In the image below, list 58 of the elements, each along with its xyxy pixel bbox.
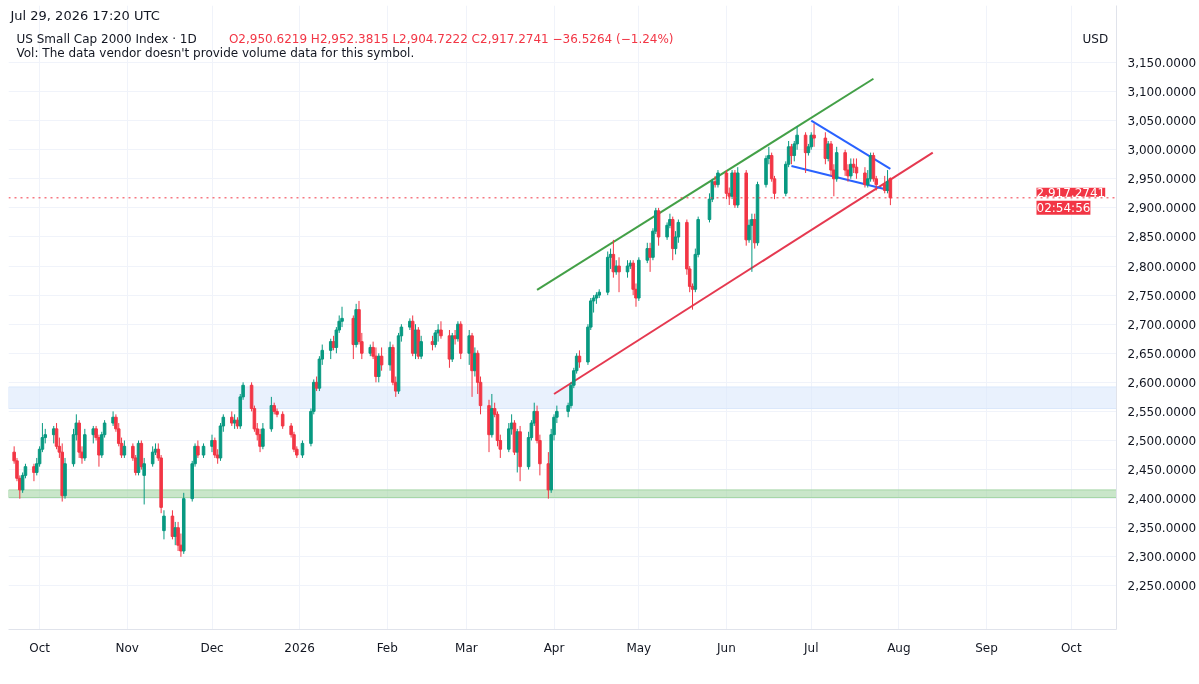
x-tick-label: Apr [543, 640, 565, 655]
candlestick [261, 422, 265, 450]
x-tick-label: Jul [803, 640, 819, 655]
y-tick-label: 2,700.0000 [1127, 317, 1197, 332]
candlestick [139, 440, 144, 471]
x-tick-label: May [626, 640, 652, 655]
x-tick-label: Jun [716, 640, 736, 655]
y-tick-label: 2,650.0000 [1127, 346, 1197, 361]
candlestick [196, 440, 200, 459]
candlestick [439, 320, 443, 340]
annotation: Vol: The data vendor doesn't provide volume data for this symbol. [16, 45, 415, 60]
candlestick [83, 428, 87, 462]
y-tick-label: 2,400.0000 [1127, 492, 1197, 507]
candlestick [713, 175, 717, 189]
y-tick-label: 2,550.0000 [1127, 404, 1197, 419]
candlestick [379, 346, 384, 372]
y-tick-label: 2,900.0000 [1127, 201, 1197, 216]
text: US Small Cap 2000 Index · 1D [16, 31, 197, 46]
y-tick-label: 3,000.0000 [1127, 143, 1197, 158]
x-tick-label: Aug [887, 640, 911, 655]
y-tick-label: 3,050.0000 [1127, 114, 1197, 129]
candlestick [162, 509, 166, 540]
x-tick-label: Nov [115, 640, 139, 655]
annotation: Jul 29, 2026 17:20 UTC [9, 7, 160, 23]
y-tick-label: 3,150.0000 [1127, 55, 1197, 70]
y-tick-label: 2,600.0000 [1127, 375, 1197, 390]
x-tick-label: Sep [975, 640, 998, 655]
x-tick-label: Feb [376, 640, 398, 655]
candlestick [150, 445, 155, 468]
candlestick [453, 329, 457, 346]
candlestick [210, 434, 214, 453]
y-axis-title: USD [1082, 31, 1109, 46]
x-tick-label: Dec [200, 640, 224, 655]
y-tick-label: 2,850.0000 [1127, 230, 1197, 245]
annotation: 02:54:56 [1036, 200, 1091, 215]
ref-line-label: 2,917.2741 [1036, 185, 1106, 200]
candlestick [377, 352, 381, 383]
y-tick-label: 2,750.0000 [1127, 288, 1197, 303]
y-tick-label: 3,100.0000 [1127, 85, 1197, 100]
candlestick [812, 123, 816, 148]
y-tick-label: 2,300.0000 [1127, 550, 1197, 565]
x-tick-label: Mar [455, 640, 478, 655]
candlestick [750, 213, 754, 273]
candlestick [142, 457, 146, 505]
x-tick-label: Oct [1060, 640, 1082, 655]
y-tick-label: 2,800.0000 [1127, 259, 1197, 274]
y-tick-label: 2,250.0000 [1127, 579, 1197, 594]
y-tick-label: 2,350.0000 [1127, 521, 1197, 536]
candlestick [419, 335, 423, 360]
y-tick-label: 2,500.0000 [1127, 434, 1197, 448]
candlestick [32, 463, 36, 482]
text: O2,950.6219 H2,952.3815 L2,904.7222 C2,917.2741 −36.5264 (−1.24%) [228, 31, 674, 46]
x-tick-label: Oct [29, 640, 51, 655]
x-tick-label: 2026 [284, 640, 315, 655]
candlestick [328, 338, 333, 360]
y-tick-label: 2,950.0000 [1127, 172, 1197, 187]
y-tick-label: 2,450.0000 [1127, 463, 1197, 478]
candlestick [436, 323, 440, 343]
